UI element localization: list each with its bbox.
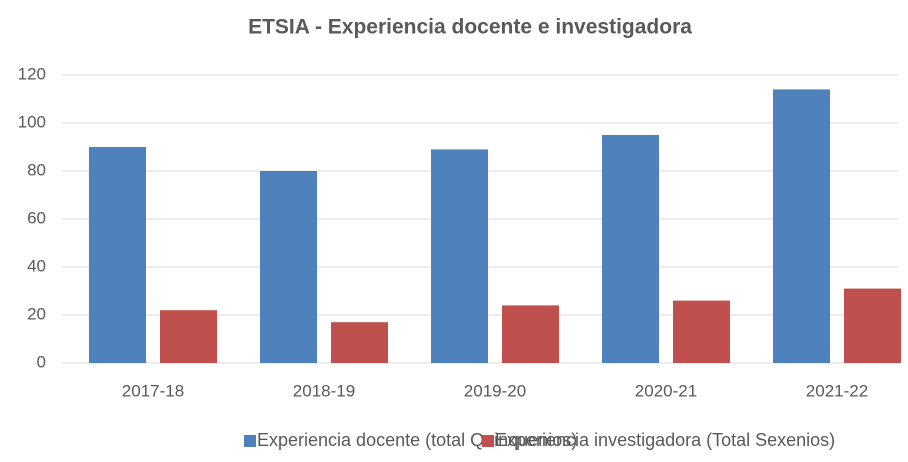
y-tick-label: 100 bbox=[18, 112, 46, 131]
legend-label: Experiencia docente (total Quinquenios) bbox=[257, 430, 577, 450]
bar bbox=[602, 135, 659, 363]
x-tick-label: 2018-19 bbox=[293, 381, 355, 400]
legend-swatch bbox=[482, 435, 494, 447]
bar bbox=[160, 310, 217, 363]
bar bbox=[331, 322, 388, 363]
bar bbox=[844, 288, 901, 363]
chart-title: ETSIA - Experiencia docente e investigad… bbox=[248, 16, 692, 39]
x-tick-label: 2017-18 bbox=[122, 381, 184, 400]
y-tick-label: 0 bbox=[37, 352, 46, 371]
y-tick-label: 40 bbox=[27, 256, 46, 275]
bar bbox=[431, 149, 488, 363]
x-tick-label: 2021-22 bbox=[806, 381, 868, 400]
y-tick-label: 60 bbox=[27, 208, 46, 227]
bar bbox=[260, 171, 317, 363]
y-tick-label: 20 bbox=[27, 304, 46, 323]
legend-label: Experiencia investigadora (Total Sexenio… bbox=[495, 430, 835, 450]
y-tick-label: 120 bbox=[18, 64, 46, 83]
bar bbox=[89, 147, 146, 363]
bar bbox=[673, 300, 730, 363]
bar bbox=[502, 305, 559, 363]
bar bbox=[773, 89, 830, 364]
x-tick-label: 2020-21 bbox=[635, 381, 697, 400]
legend-swatch bbox=[244, 435, 256, 447]
x-tick-label: 2019-20 bbox=[464, 381, 526, 400]
y-tick-label: 80 bbox=[27, 160, 46, 179]
